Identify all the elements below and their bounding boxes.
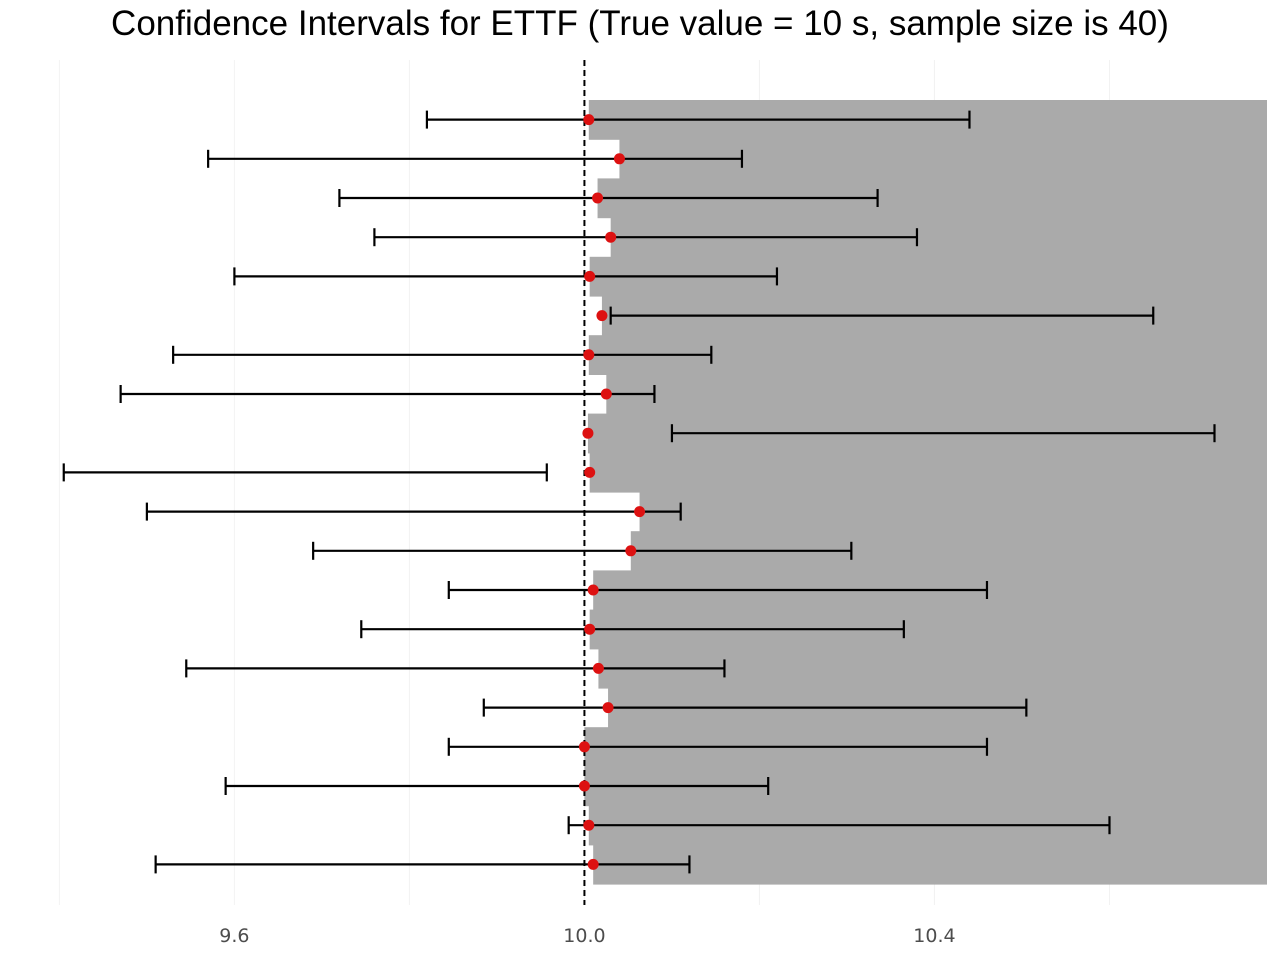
- estimate-point: [583, 114, 595, 126]
- estimate-point: [583, 349, 595, 361]
- estimate-point: [592, 662, 604, 674]
- estimate-point: [582, 427, 594, 439]
- estimate-point: [605, 231, 617, 243]
- estimate-point: [578, 780, 590, 792]
- x-tick-label: 10.0: [563, 925, 605, 947]
- estimate-point: [600, 388, 612, 400]
- estimate-point: [596, 310, 608, 322]
- estimate-point: [587, 584, 599, 596]
- shade-band: [589, 452, 1267, 493]
- chart-title: Confidence Intervals for ETTF (True valu…: [111, 4, 1169, 43]
- estimate-point: [634, 506, 646, 518]
- shade-band: [593, 844, 1267, 885]
- estimate-point: [578, 741, 590, 753]
- estimate-point: [587, 858, 599, 870]
- shade-band: [606, 374, 1267, 415]
- x-tick-label: 9.6: [219, 925, 249, 947]
- shade-band: [639, 492, 1267, 532]
- estimate-point: [584, 466, 596, 478]
- estimate-point: [613, 153, 625, 165]
- x-tick-label: 10.4: [913, 925, 955, 947]
- estimate-point: [602, 702, 614, 714]
- estimate-point: [592, 192, 604, 204]
- estimate-point: [584, 270, 596, 282]
- estimate-point: [583, 819, 595, 831]
- estimate-point: [584, 623, 596, 635]
- estimate-point: [625, 545, 637, 557]
